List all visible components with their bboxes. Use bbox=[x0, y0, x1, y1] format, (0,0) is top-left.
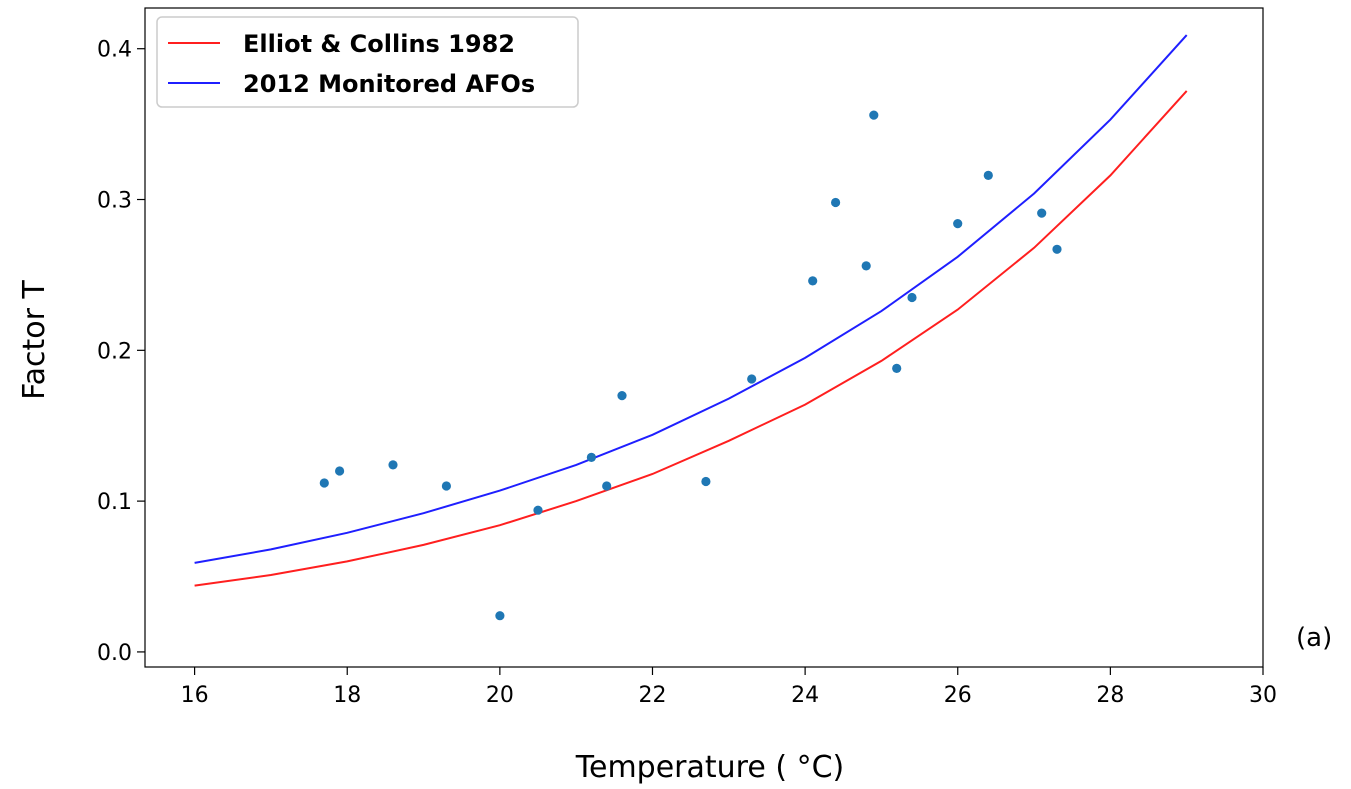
y-axis-title: Factor T bbox=[17, 279, 52, 399]
y-tick-label: 0.1 bbox=[97, 490, 132, 515]
y-tick-label: 0.3 bbox=[97, 189, 132, 214]
legend: Elliot & Collins 1982 2012 Monitored AFO… bbox=[156, 16, 579, 108]
data-point bbox=[808, 276, 818, 286]
data-point bbox=[701, 476, 711, 487]
legend-label-monitored-afos: 2012 Monitored AFOs bbox=[243, 70, 535, 98]
x-axis-ticks: 16 18 20 22 24 26 28 30 bbox=[181, 667, 1277, 708]
y-axis-ticks: 0.0 0.1 0.2 0.3 0.4 bbox=[97, 38, 145, 666]
plot-frame bbox=[144, 7, 1264, 668]
data-point bbox=[335, 466, 345, 476]
data-point bbox=[495, 611, 505, 621]
x-tick-label: 18 bbox=[333, 683, 361, 708]
data-point bbox=[388, 460, 398, 470]
data-point bbox=[602, 481, 612, 491]
x-tick-label: 20 bbox=[486, 683, 514, 708]
x-tick-label: 26 bbox=[944, 683, 972, 708]
series-line-1 bbox=[194, 34, 1188, 564]
y-tick-label: 0.2 bbox=[97, 339, 132, 364]
curves bbox=[194, 34, 1188, 587]
data-point bbox=[953, 219, 963, 229]
y-tick-label: 0.0 bbox=[97, 641, 132, 666]
data-point bbox=[747, 374, 757, 384]
data-point bbox=[892, 363, 902, 373]
data-point bbox=[861, 261, 871, 271]
x-tick-label: 16 bbox=[181, 683, 209, 708]
data-point bbox=[533, 505, 543, 515]
x-tick-label: 22 bbox=[638, 683, 666, 708]
series-line-0 bbox=[194, 90, 1188, 587]
data-point bbox=[1037, 208, 1047, 218]
x-tick-label: 28 bbox=[1096, 683, 1124, 708]
panel-label: (a) bbox=[1296, 623, 1332, 653]
data-point bbox=[831, 197, 841, 208]
data-point bbox=[907, 292, 917, 303]
data-point bbox=[617, 391, 627, 401]
data-point bbox=[983, 170, 993, 180]
x-tick-label: 30 bbox=[1249, 683, 1277, 708]
data-point bbox=[586, 452, 597, 462]
legend-box bbox=[156, 16, 579, 108]
scatter-points bbox=[319, 110, 1062, 621]
x-axis-title: Temperature ( °C) bbox=[575, 750, 844, 785]
data-point bbox=[1052, 244, 1062, 254]
data-point bbox=[319, 478, 329, 488]
x-tick-label: 24 bbox=[791, 683, 819, 708]
data-point bbox=[441, 481, 451, 491]
data-point bbox=[869, 110, 879, 120]
y-tick-label: 0.4 bbox=[97, 38, 132, 63]
legend-label-elliot-collins: Elliot & Collins 1982 bbox=[243, 30, 515, 58]
